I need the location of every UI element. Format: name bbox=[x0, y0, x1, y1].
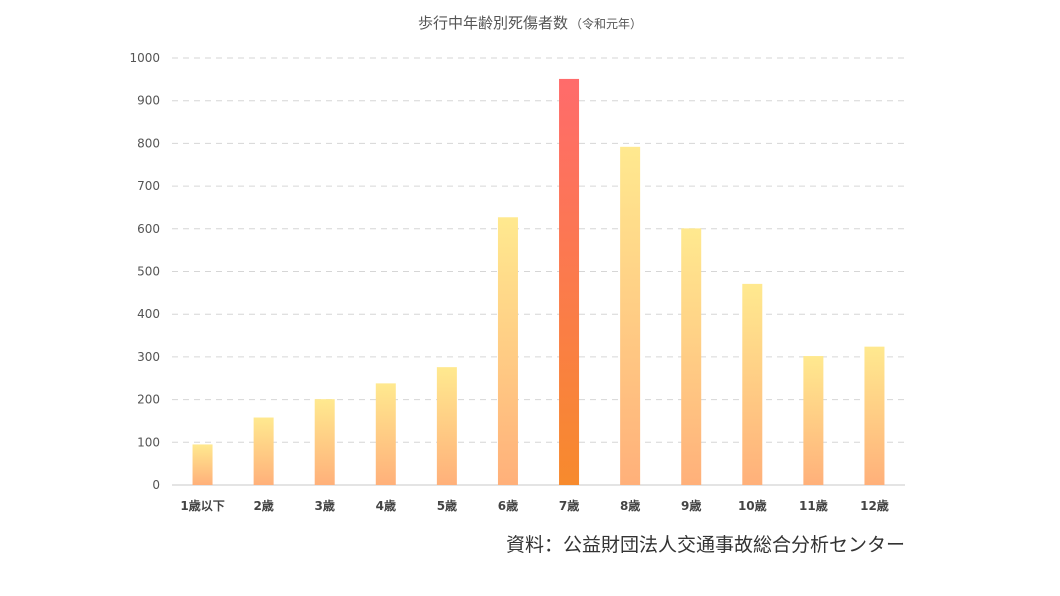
y-tick-label: 700 bbox=[137, 179, 160, 193]
y-tick-label: 900 bbox=[137, 94, 160, 108]
x-tick-label: 11歳 bbox=[799, 498, 828, 513]
x-tick-label: 4歳 bbox=[376, 498, 396, 513]
chart-subtitle: （令和元年） bbox=[570, 16, 642, 31]
gridlines bbox=[172, 57, 905, 443]
x-tick-label: 3歳 bbox=[315, 498, 335, 513]
y-tick-label: 800 bbox=[137, 136, 160, 150]
x-tick-label: 12歳 bbox=[860, 498, 889, 513]
chart-title: 歩行中年齢別死傷者数 （令和元年） bbox=[418, 14, 642, 32]
bars bbox=[192, 78, 885, 486]
y-tick-label: 1000 bbox=[129, 51, 160, 65]
bar bbox=[497, 217, 518, 485]
chart-title-main: 歩行中年齢別死傷者数 bbox=[418, 14, 568, 32]
x-tick-label: 10歳 bbox=[738, 498, 767, 513]
bar bbox=[436, 367, 457, 485]
source-note: 資料：公益財団法人交通事故総合分析センター bbox=[506, 534, 905, 556]
x-tick-label: 7歳 bbox=[559, 498, 579, 513]
x-tick-label: 8歳 bbox=[620, 498, 640, 513]
x-tick-label: 1歳以下 bbox=[180, 498, 224, 513]
x-tick-label: 6歳 bbox=[498, 498, 518, 513]
y-tick-label: 600 bbox=[137, 222, 160, 236]
y-tick-label: 0 bbox=[152, 478, 160, 492]
bar bbox=[253, 417, 274, 485]
x-tick-label: 9歳 bbox=[681, 498, 701, 513]
y-tick-label: 300 bbox=[137, 350, 160, 364]
bar bbox=[375, 383, 396, 485]
bar bbox=[559, 78, 580, 485]
bar bbox=[803, 356, 824, 485]
bar bbox=[192, 444, 213, 485]
bar bbox=[314, 399, 335, 485]
y-tick-label: 500 bbox=[137, 265, 160, 279]
x-tick-label: 5歳 bbox=[437, 498, 457, 513]
bar bbox=[620, 146, 641, 486]
bar bbox=[742, 283, 763, 485]
y-tick-label: 400 bbox=[137, 307, 160, 321]
y-axis-ticks: 0 100 200 300 400 500 600 700 800 900 1000 bbox=[129, 51, 160, 492]
bar bbox=[681, 228, 702, 486]
x-axis-ticks: 1歳以下 2歳 3歳 4歳 5歳 6歳 7歳 8歳 9歳 10歳 11歳 12歳 bbox=[180, 498, 888, 513]
y-tick-label: 200 bbox=[137, 393, 160, 407]
x-tick-label: 2歳 bbox=[253, 498, 273, 513]
y-tick-label: 100 bbox=[137, 435, 160, 449]
bar bbox=[864, 346, 885, 485]
